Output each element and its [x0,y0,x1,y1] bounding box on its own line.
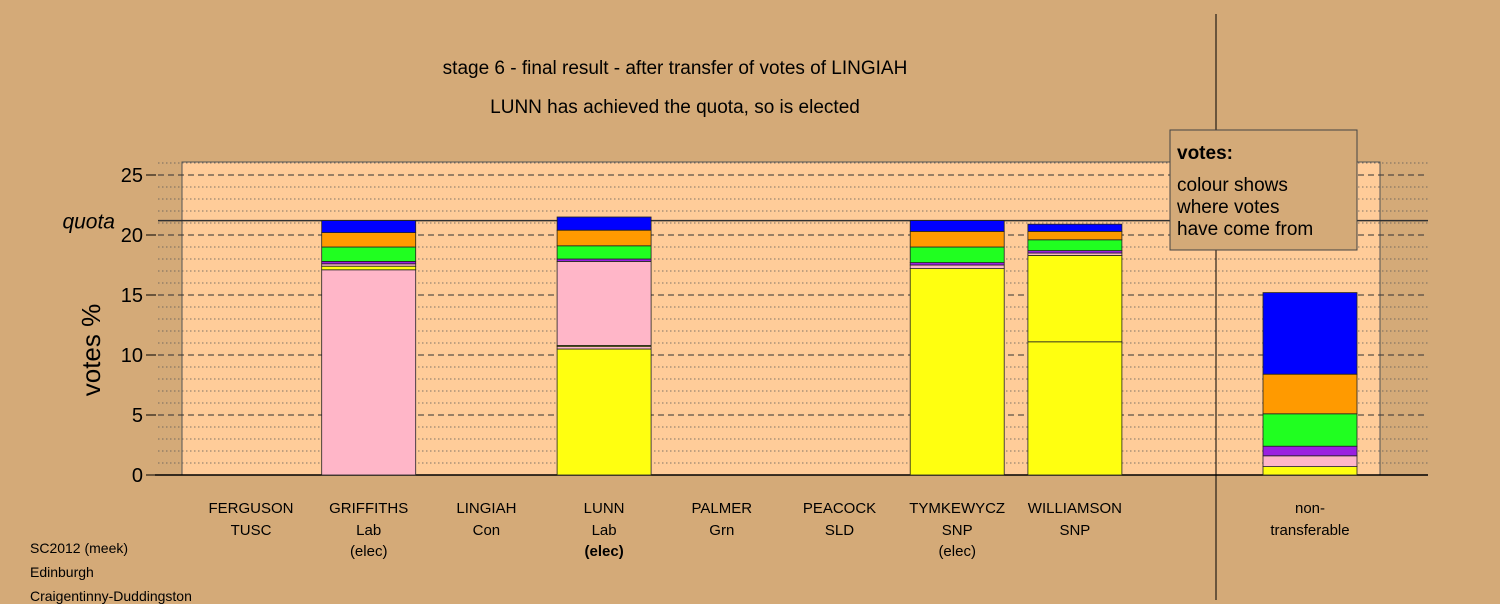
legend-line: colour shows [1177,175,1288,196]
y-tick-label: 0 [132,465,143,487]
bar-lunn-segment-4 [556,260,652,346]
candidate-name-peacock: PEACOCK [803,500,876,517]
bar-tymkewycz-segment-1 [909,268,1005,476]
bar-nontransferable-segment-2 [1262,455,1358,467]
candidate-name-palmer: PALMER [692,500,753,517]
candidate-party-tymkewycz: SNP [942,522,973,539]
quota-label: quota [62,211,115,234]
nontransferable-label-line1: non- [1295,500,1325,517]
candidate-party-lingiah: Con [473,522,501,539]
candidate-name-lingiah: LINGIAH [456,500,516,517]
bar-griffiths-segment-1 [321,269,417,476]
bar-williamson-segment-1 [1027,341,1123,476]
bar-williamson-segment-6 [1027,230,1123,241]
candidate-status-tymkewycz: (elec) [938,543,976,560]
candidate-party-williamson: SNP [1059,522,1090,539]
bar-griffiths-segment-6 [321,232,417,248]
candidate-status-griffiths: (elec) [350,543,388,560]
bar-williamson-segment-5 [1027,239,1123,252]
candidate-party-lunn: Lab [592,522,617,539]
y-tick-label: 20 [121,225,143,247]
candidate-status-lunn: (elec) [585,543,624,560]
footer-city: Edinburgh [30,564,94,580]
bar-nontransferable-segment-1 [1262,466,1358,476]
bar-nontransferable-segment-6 [1262,292,1358,375]
bar-lunn-segment-8 [556,216,652,231]
legend-line: have come from [1177,219,1313,240]
y-tick-label: 15 [121,285,143,307]
bar-lunn-segment-7 [556,229,652,247]
candidate-party-peacock: SLD [825,522,854,539]
chart-title: stage 6 - final result - after transfer … [443,58,908,79]
bar-lunn-segment-6 [556,245,652,260]
y-tick-label: 25 [121,165,143,187]
y-tick-label: 5 [132,405,143,427]
bar-lunn-segment-1 [556,348,652,476]
candidate-name-tymkewycz: TYMKEWYCZ [909,500,1005,517]
bar-williamson-segment-2 [1027,254,1123,343]
candidate-name-ferguson: FERGUSON [208,500,293,517]
candidate-name-griffiths: GRIFFITHS [329,500,408,517]
candidate-party-griffiths: Lab [356,522,381,539]
bar-nontransferable-segment-4 [1262,413,1358,447]
bar-griffiths-segment-2 [321,265,417,271]
chart-subtitle: LUNN has achieved the quota, so is elect… [490,97,860,118]
bar-tymkewycz-segment-4 [909,246,1005,264]
bar-tymkewycz-segment-2 [909,264,1005,269]
bar-griffiths-segment-7 [321,220,417,234]
footer-ward: Craigentinny-Duddingston [30,588,192,604]
bar-williamson-segment-7 [1027,223,1123,232]
bar-tymkewycz-segment-6 [909,220,1005,232]
y-axis-label: votes % [76,304,106,397]
candidate-name-williamson: WILLIAMSON [1028,500,1122,517]
bar-griffiths-segment-5 [321,246,417,262]
y-tick-label: 10 [121,345,143,367]
candidate-name-lunn: LUNN [584,500,625,517]
legend-box [1169,129,1358,251]
legend-line: where votes [1176,197,1279,218]
candidate-party-ferguson: TUSC [231,522,272,539]
legend-title: votes: [1177,143,1233,164]
nontransferable-label-line2: transferable [1270,522,1349,539]
bar-nontransferable-segment-3 [1262,445,1358,457]
bar-nontransferable-segment-5 [1262,373,1358,415]
footer-system: SC2012 (meek) [30,540,129,556]
candidate-party-palmer: Grn [709,522,734,539]
bar-tymkewycz-segment-5 [909,230,1005,248]
